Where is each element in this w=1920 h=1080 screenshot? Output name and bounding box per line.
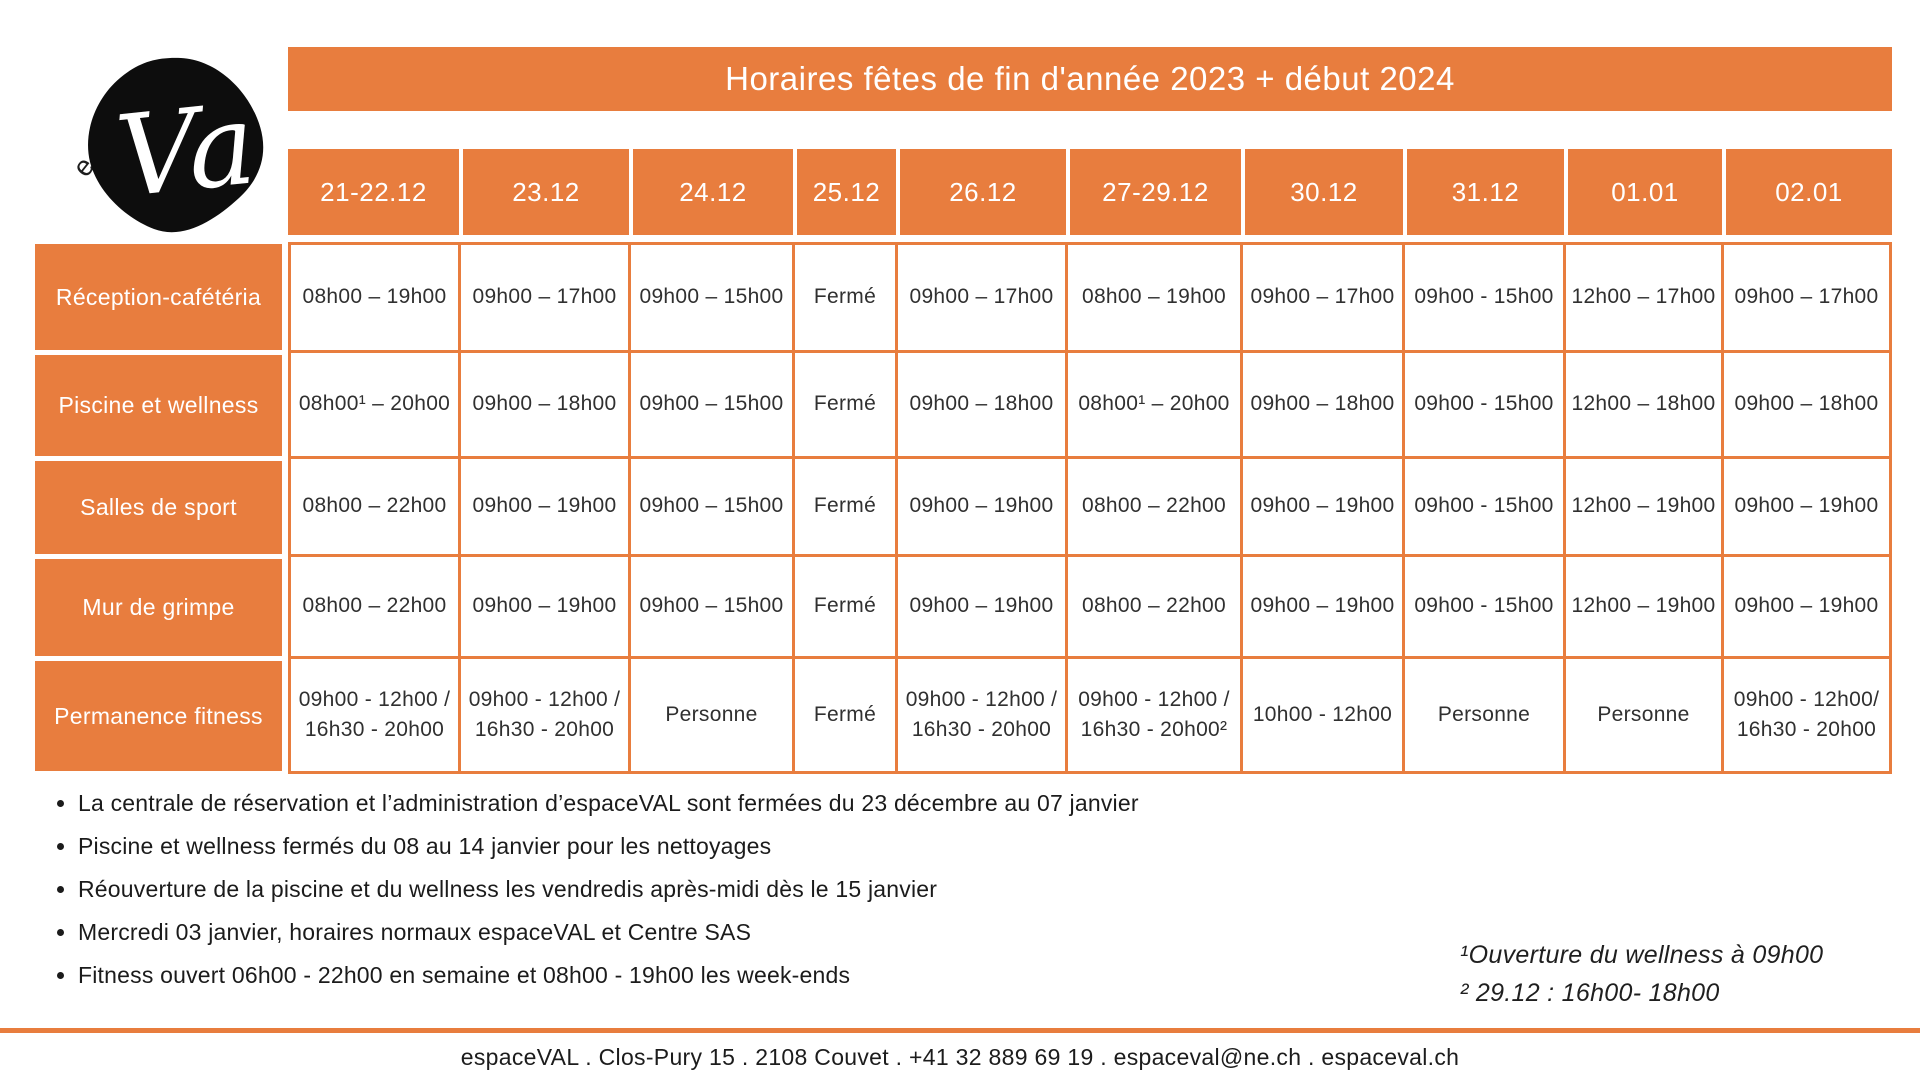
schedule-cell: 08h00¹ – 20h00 [288,353,461,459]
schedule-cell: 12h00 – 18h00 [1566,353,1724,459]
schedule-cell: 08h00 – 22h00 [288,557,461,659]
schedule-cell: 09h00 – 15h00 [631,353,795,459]
schedule-cell: 09h00 – 18h00 [1724,353,1892,459]
row-label-cell: Piscine et wellness [35,355,282,456]
schedule-cell: 09h00 – 19h00 [898,557,1068,659]
date-header-cell: 26.12 [900,149,1066,235]
note-item: Fitness ouvert 06h00 - 22h00 en semaine … [78,960,1438,990]
schedule-cell: 09h00 - 15h00 [1405,557,1566,659]
schedule-cell: 09h00 - 15h00 [1405,459,1566,557]
title-banner: Horaires fêtes de fin d'année 2023 + déb… [288,47,1892,111]
espaceval-logo: espace Val [55,14,273,234]
schedule-cell: 08h00 – 22h00 [288,459,461,557]
notes-list: La centrale de réservation et l’administ… [42,788,1438,1003]
schedule-cell: 09h00 – 18h00 [1243,353,1405,459]
date-header-cell: 02.01 [1726,149,1892,235]
schedule-cell: 08h00¹ – 20h00 [1068,353,1243,459]
schedule-cell: 09h00 - 12h00/ 16h30 - 20h00 [1724,659,1892,774]
schedule-cell: Fermé [795,459,898,557]
schedule-cell: Personne [631,659,795,774]
footnote-1: ¹Ouverture du wellness à 09h00 [1460,941,1824,969]
schedule-cell: 09h00 – 19h00 [461,459,631,557]
page-title: Horaires fêtes de fin d'année 2023 + déb… [725,60,1455,97]
schedule-cell: 09h00 – 15h00 [631,242,795,353]
footer-divider [0,1028,1920,1033]
date-header-cell: 21-22.12 [288,149,459,235]
note-item: Piscine et wellness fermés du 08 au 14 j… [78,831,1438,861]
note-item: Mercredi 03 janvier, horaires normaux es… [78,917,1438,947]
logo-blob-icon: Val [88,57,273,233]
schedule-cell: 09h00 – 15h00 [631,557,795,659]
schedule-cell: 09h00 – 17h00 [898,242,1068,353]
date-header-cell: 25.12 [797,149,896,235]
schedule-cell: 09h00 – 17h00 [461,242,631,353]
schedule-cell: 08h00 – 22h00 [1068,459,1243,557]
footnotes: ¹Ouverture du wellness à 09h00 ² 29.12 :… [1460,936,1823,1012]
date-header-cell: 30.12 [1245,149,1403,235]
footnote-2: ² 29.12 : 16h00- 18h00 [1460,979,1720,1007]
schedule-cell: 12h00 – 19h00 [1566,459,1724,557]
schedule-cell: 09h00 – 17h00 [1724,242,1892,353]
note-item: La centrale de réservation et l’administ… [78,788,1438,818]
schedule-cell: 09h00 – 19h00 [461,557,631,659]
schedule-cell: Personne [1566,659,1724,774]
row-label-cell: Salles de sport [35,461,282,554]
date-header-cell: 01.01 [1568,149,1722,235]
footer-contact: espaceVAL . Clos-Pury 15 . 2108 Couvet .… [460,1044,1460,1070]
schedule-cell: Fermé [795,659,898,774]
date-header-cell: 23.12 [463,149,629,235]
schedule-cell: 09h00 - 12h00 / 16h30 - 20h00 [288,659,461,774]
schedule-cell: 12h00 – 19h00 [1566,557,1724,659]
date-header-cell: 31.12 [1407,149,1564,235]
schedule-cell: 09h00 - 12h00 / 16h30 - 20h00² [1068,659,1243,774]
schedule-cell: 09h00 – 17h00 [1243,242,1405,353]
schedule-cell: 09h00 – 19h00 [1243,557,1405,659]
schedule-cell: 08h00 – 22h00 [1068,557,1243,659]
schedule-cell: 09h00 – 18h00 [898,353,1068,459]
schedule-cell: 09h00 – 19h00 [898,459,1068,557]
schedule-cell: 09h00 - 15h00 [1405,353,1566,459]
schedule-cell: Fermé [795,353,898,459]
schedule-cell: 09h00 – 19h00 [1243,459,1405,557]
row-label-cell: Permanence fitness [35,661,282,771]
date-header-cell: 27-29.12 [1070,149,1241,235]
table-corner-spacer [35,149,288,242]
row-label-cell: Mur de grimpe [35,559,282,656]
schedule-cell: Fermé [795,557,898,659]
schedule-cell: 09h00 – 18h00 [461,353,631,459]
schedule-table: 21-22.12 23.12 24.12 25.12 26.12 27-29.12 30.1… [35,149,1892,774]
schedule-cell: 09h00 - 12h00 / 16h30 - 20h00 [898,659,1068,774]
schedule-cell: 09h00 – 15h00 [631,459,795,557]
date-header-cell: 24.12 [633,149,793,235]
schedule-cell: 12h00 – 17h00 [1566,242,1724,353]
schedule-cell: 10h00 - 12h00 [1243,659,1405,774]
schedule-cell: Fermé [795,242,898,353]
note-item: Réouverture de la piscine et du wellness… [78,874,1438,904]
row-label-cell: Réception-cafétéria [35,244,282,350]
logo-val-text: Val [111,76,273,223]
schedule-cell: 09h00 - 15h00 [1405,242,1566,353]
schedule-cell: 09h00 – 19h00 [1724,557,1892,659]
schedule-cell: 08h00 – 19h00 [288,242,461,353]
schedule-cell: 09h00 – 19h00 [1724,459,1892,557]
schedule-cell: 09h00 - 12h00 / 16h30 - 20h00 [461,659,631,774]
schedule-cell: 08h00 – 19h00 [1068,242,1243,353]
schedule-cell: Personne [1405,659,1566,774]
